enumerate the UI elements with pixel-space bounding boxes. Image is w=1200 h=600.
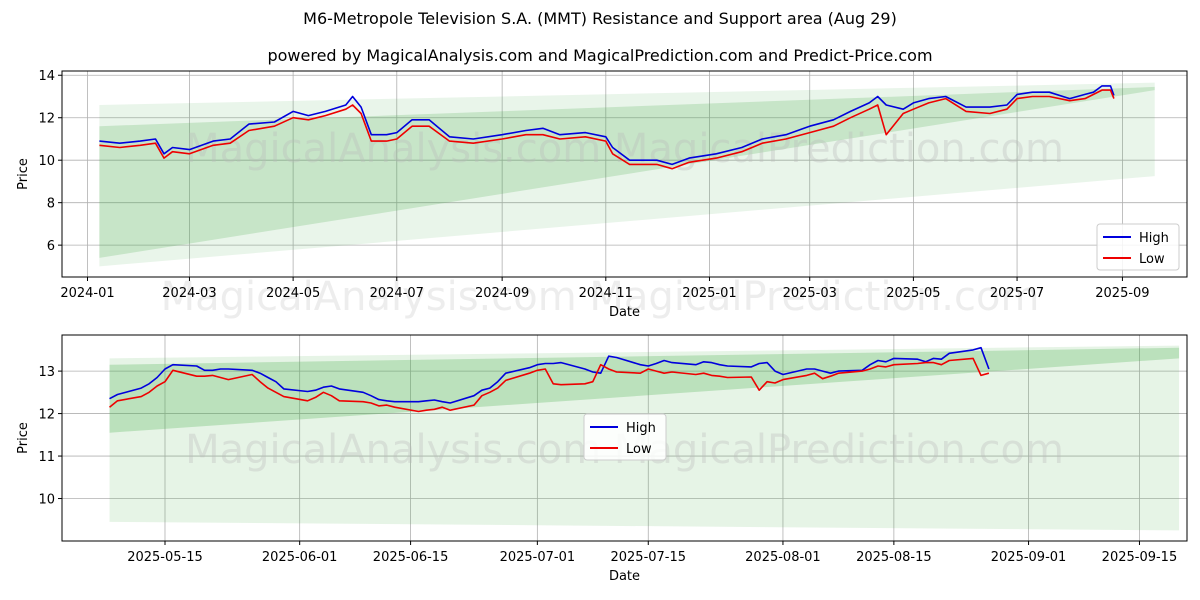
chart-panel-1: MagicalAnalysis.com MagicalPrediction.co… bbox=[16, 69, 1188, 320]
series-line-high bbox=[99, 85, 1115, 166]
x-tick-label: 2025-08-15 bbox=[856, 550, 932, 565]
x-tick-label: 2024-09 bbox=[475, 286, 529, 301]
watermark-text: MagicalAnalysis.com MagicalPrediction.co… bbox=[161, 274, 1040, 320]
series-line-low bbox=[109, 357, 990, 413]
y-tick-label: 12 bbox=[38, 408, 55, 423]
x-tick-label: 2024-11 bbox=[579, 286, 633, 301]
x-tick-label: 2024-03 bbox=[162, 286, 216, 301]
x-tick-label: 2024-07 bbox=[370, 286, 424, 301]
x-tick-label: 2025-08-01 bbox=[745, 550, 821, 565]
series-line-low bbox=[99, 89, 1115, 170]
x-axis-label: Date bbox=[609, 569, 640, 584]
x-tick-label: 2025-06-01 bbox=[262, 550, 338, 565]
legend: High Low bbox=[583, 413, 667, 461]
x-tick-label: 2025-07-01 bbox=[500, 550, 576, 565]
y-tick-label: 14 bbox=[38, 69, 55, 84]
y-axis-label: Price bbox=[16, 422, 31, 454]
x-tick-label: 2025-09 bbox=[1095, 286, 1149, 301]
chart-panel-2: MagicalAnalysis.com MagicalPrediction.co… bbox=[16, 334, 1188, 584]
x-tick-label: 2025-09-15 bbox=[1102, 550, 1178, 565]
legend-label-low: Low bbox=[626, 442, 652, 457]
x-tick-label: 2025-06-15 bbox=[373, 550, 449, 565]
y-tick-label: 10 bbox=[38, 493, 55, 508]
legend: High Low bbox=[1096, 223, 1180, 271]
legend-label-high: High bbox=[1139, 231, 1169, 246]
x-tick-label: 2024-05 bbox=[266, 286, 320, 301]
x-tick-label: 2025-01 bbox=[682, 286, 736, 301]
x-tick-label: 2024-01 bbox=[60, 286, 114, 301]
y-axis-label: Price bbox=[16, 158, 31, 190]
x-tick-label: 2025-05 bbox=[886, 286, 940, 301]
x-tick-label: 2025-03 bbox=[783, 286, 837, 301]
y-tick-label: 13 bbox=[38, 365, 55, 380]
plot-frame bbox=[61, 70, 1188, 278]
legend-label-low: Low bbox=[1139, 252, 1165, 267]
y-tick-label: 6 bbox=[47, 239, 55, 254]
y-tick-label: 12 bbox=[38, 112, 55, 127]
y-tick-label: 11 bbox=[38, 450, 55, 465]
plot-frame bbox=[61, 334, 1188, 542]
y-tick-label: 10 bbox=[38, 154, 55, 169]
chart-title: M6-Metropole Television S.A. (MMT) Resis… bbox=[303, 9, 897, 28]
x-tick-label: 2025-05-15 bbox=[127, 550, 203, 565]
watermark-text: MagicalAnalysis.com MagicalPrediction.co… bbox=[185, 126, 1064, 172]
x-axis-label: Date bbox=[609, 305, 640, 320]
x-tick-label: 2025-09-01 bbox=[991, 550, 1067, 565]
prediction-band-2 bbox=[109, 347, 1180, 433]
chart-subtitle: powered by MagicalAnalysis.com and Magic… bbox=[267, 46, 933, 65]
y-tick-label: 8 bbox=[47, 197, 55, 212]
legend-label-high: High bbox=[626, 421, 656, 436]
x-tick-label: 2025-07-15 bbox=[610, 550, 686, 565]
x-tick-label: 2025-07 bbox=[990, 286, 1044, 301]
series-line-high bbox=[109, 346, 990, 404]
